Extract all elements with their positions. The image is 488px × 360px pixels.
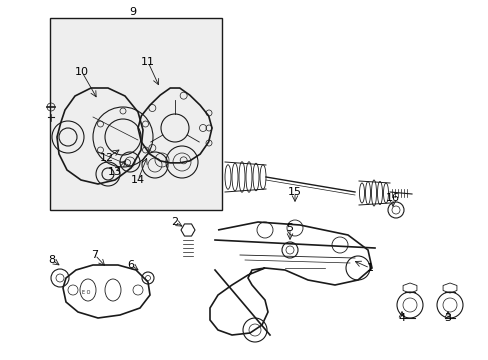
Text: 1: 1 [366,263,373,273]
Text: 4: 4 [398,313,405,323]
Text: E O: E O [81,291,90,296]
Text: 14: 14 [131,175,145,185]
Text: 15: 15 [287,187,302,197]
Text: 8: 8 [48,255,56,265]
Text: 11: 11 [141,57,155,67]
Text: 9: 9 [129,7,136,17]
Text: 13: 13 [108,167,122,177]
Text: 16: 16 [385,193,399,203]
Text: 10: 10 [75,67,89,77]
Text: 5: 5 [286,223,293,233]
Bar [50,18,222,210]
Text: 6: 6 [127,260,134,270]
Text: 12: 12 [100,153,114,163]
Text: 7: 7 [91,250,99,260]
Text: 2: 2 [171,217,178,227]
Text: 3: 3 [444,313,450,323]
